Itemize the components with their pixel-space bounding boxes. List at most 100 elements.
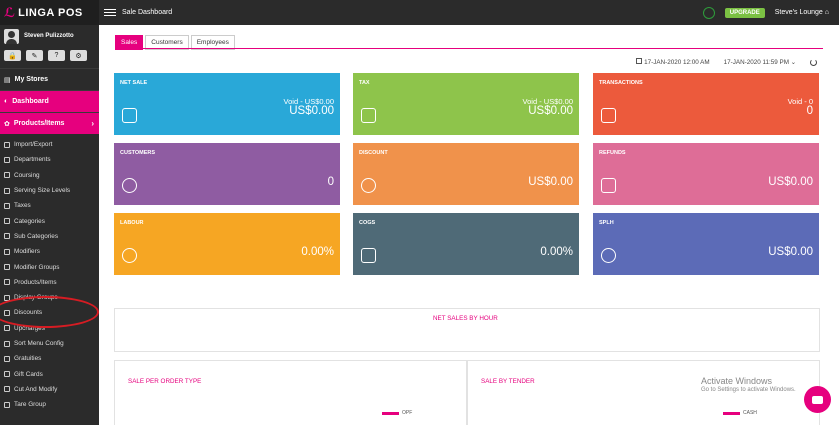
dashboard-icon: ◐	[4, 98, 9, 105]
sidebar-item-label: Departments	[14, 156, 51, 164]
card-title: NET SALE	[120, 80, 148, 86]
tab-employees[interactable]: Employees	[190, 35, 235, 50]
sidebar-item-cut-and-modify[interactable]: Cut And Modify	[0, 382, 99, 397]
import-icon	[4, 141, 10, 148]
sidebar-item-tare-group[interactable]: Tare Group	[0, 397, 99, 412]
tare-icon	[4, 401, 10, 408]
modifier-group-icon	[4, 264, 10, 271]
sidebar-item-modifiers[interactable]: Modifiers	[0, 244, 99, 259]
avatar	[4, 28, 19, 44]
sidebar-item-departments[interactable]: Departments	[0, 152, 99, 167]
sidebar-item-coursing[interactable]: Coursing	[0, 168, 99, 183]
card-discount: DISCOUNT US$0.00	[353, 143, 579, 205]
sidebar-item-label: Import/Export	[14, 141, 53, 149]
tab-customers[interactable]: Customers	[145, 35, 189, 50]
card-title: TRANSACTIONS	[599, 80, 643, 86]
help-icon[interactable]: ?	[48, 50, 65, 61]
sidebar-item-label: Taxes	[14, 202, 31, 210]
power-status-icon[interactable]	[702, 6, 715, 19]
card-cogs: COGS 0.00%	[353, 213, 579, 275]
products-submenu: Import/Export Departments Coursing Servi…	[0, 134, 99, 412]
card-net-sale: NET SALE Void - US$0.00 US$0.00	[114, 73, 340, 135]
sale-per-order-type-panel: SALE PER ORDER TYPE OPF	[114, 360, 467, 425]
card-value: 0.00%	[301, 246, 334, 258]
card-value: US$0.00	[768, 246, 813, 258]
discounts-highlight-ring	[0, 296, 99, 328]
sidebar-item-taxes[interactable]: Taxes	[0, 198, 99, 213]
watermark-subtitle: Go to Settings to activate Windows.	[701, 387, 796, 393]
legend-label: CASH	[743, 410, 757, 416]
categories-icon	[4, 218, 10, 225]
sidebar-item-sort-menu-config[interactable]: Sort Menu Config	[0, 336, 99, 351]
sidebar-item-label: Modifiers	[14, 248, 40, 256]
user-name: Steven Pulizzotto	[24, 33, 74, 39]
sidebar-item-serving-size-levels[interactable]: Serving Size Levels	[0, 183, 99, 198]
sidebar-item-label: Tare Group	[14, 401, 46, 409]
sidebar-item-gratuities[interactable]: Gratuities	[0, 351, 99, 366]
money-bag-icon	[361, 108, 376, 123]
refresh-icon[interactable]	[810, 58, 817, 66]
sidebar-item-label: Categories	[14, 217, 45, 225]
chevron-down-icon: ⌄	[790, 58, 796, 66]
card-transactions: TRANSACTIONS Void - 0 0	[593, 73, 819, 135]
brand-name: LINGA POS	[18, 6, 83, 19]
sidebar-item-label: Gift Cards	[14, 370, 43, 378]
hamburger-menu-icon[interactable]	[104, 8, 116, 17]
clock-icon	[601, 248, 616, 263]
sub-categories-icon	[4, 233, 10, 240]
sidebar-item-label: Serving Size Levels	[14, 187, 71, 195]
cut-icon	[4, 386, 10, 393]
customer-icon	[122, 178, 137, 193]
sidebar-item-products[interactable]: ✿ Products/Items ›	[0, 112, 99, 134]
user-profile[interactable]: Steven Pulizzotto	[0, 25, 99, 47]
tab-sales[interactable]: Sales	[115, 35, 144, 50]
discount-coins-icon	[361, 178, 376, 193]
sidebar-item-modifier-groups[interactable]: Modifier Groups	[0, 259, 99, 274]
sidebar-item-categories[interactable]: Categories	[0, 213, 99, 228]
sidebar-item-dashboard[interactable]: ◐ Dashboard	[0, 90, 99, 112]
card-value: 0	[327, 176, 334, 188]
sidebar-item-label: Gratuities	[14, 355, 42, 363]
sidebar-item-sub-categories[interactable]: Sub Categories	[0, 229, 99, 244]
products-icon: ✿	[4, 120, 10, 128]
date-from[interactable]: 17-JAN-2020 12:00 AM	[636, 58, 710, 66]
store-name: Steve's Lounge	[774, 9, 823, 16]
legend-label: OPF	[402, 410, 413, 416]
sidebar-item-gift-cards[interactable]: Gift Cards	[0, 366, 99, 381]
quick-actions: 🔒 ✎ ? ⚙	[0, 47, 99, 64]
page-title: Sale Dashboard	[122, 9, 173, 16]
sidebar-item-label: Sort Menu Config	[14, 340, 64, 347]
store-selector[interactable]: Steve's Lounge ⌂	[775, 9, 829, 16]
lock-icon[interactable]: 🔒	[4, 50, 21, 61]
legend-item: CASH	[723, 410, 757, 416]
sidebar-item-import-export[interactable]: Import/Export	[0, 137, 99, 152]
chevron-right-icon: ›	[91, 119, 94, 128]
card-value: US$0.00	[528, 176, 573, 188]
tab-underline	[115, 48, 823, 49]
settings-icon[interactable]: ⚙	[70, 50, 87, 61]
card-title: COGS	[359, 220, 376, 226]
legend-swatch	[723, 411, 740, 415]
upgrade-button[interactable]: UPGRADE	[724, 7, 765, 18]
chat-button[interactable]	[804, 386, 831, 413]
legend-item: OPF	[382, 410, 412, 416]
top-bar: Sale Dashboard UPGRADE Steve's Lounge ⌂	[99, 0, 839, 25]
chat-bubble-icon	[812, 395, 823, 404]
card-customers: CUSTOMERS 0	[114, 143, 340, 205]
sidebar-item-products-items[interactable]: Products/Items	[0, 275, 99, 290]
linga-logo-icon: ℒ	[4, 4, 16, 20]
transactions-icon	[601, 108, 616, 123]
dashboard-tabs: Sales Customers Employees	[115, 35, 235, 50]
sidebar-item-label: Products/Items	[14, 278, 57, 286]
department-icon	[4, 156, 10, 163]
sidebar-item-upcharges[interactable]: Upcharges	[0, 321, 99, 336]
card-labour: LABOUR 0.00%	[114, 213, 340, 275]
sort-icon	[4, 340, 10, 347]
sidebar-item-label: Modifier Groups	[14, 263, 60, 271]
pen-icon[interactable]: ✎	[26, 50, 43, 61]
panel-title: SALE BY TENDER	[481, 378, 535, 385]
sidebar-item-my-stores[interactable]: ▤ My Stores	[0, 68, 99, 90]
card-title: SPLH	[599, 220, 614, 226]
date-to[interactable]: 17-JAN-2020 11:59 PM ⌄	[724, 59, 796, 66]
